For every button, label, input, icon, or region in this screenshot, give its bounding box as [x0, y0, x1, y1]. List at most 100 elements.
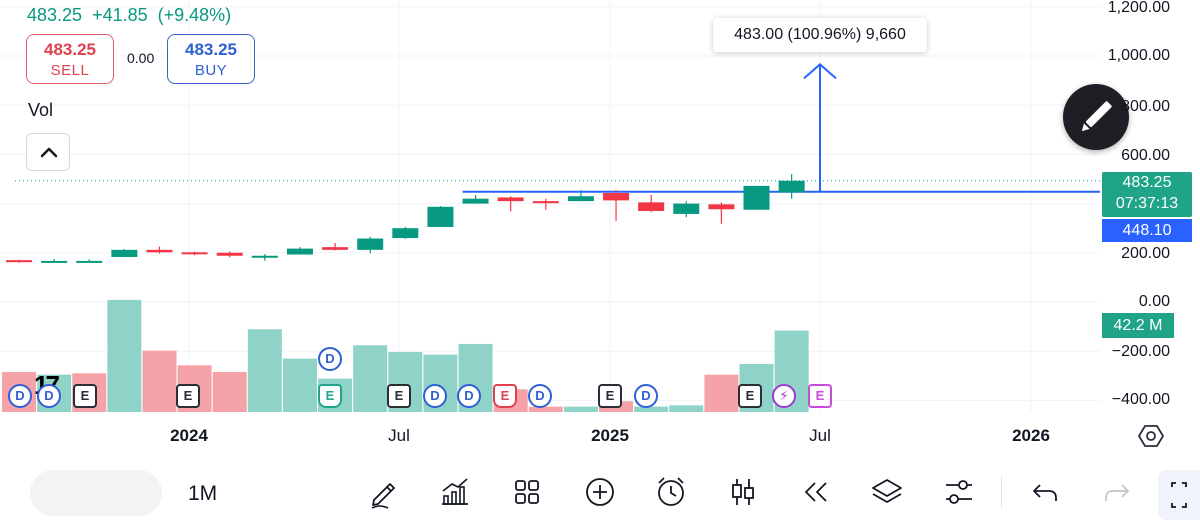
earnings-marker[interactable]: E [493, 384, 517, 408]
earnings-marker[interactable]: E [318, 384, 342, 408]
candle-body [181, 252, 208, 255]
sell-price: 483.25 [44, 40, 96, 59]
earnings-marker[interactable]: E [176, 384, 200, 408]
price-change-pct: (+9.48%) [157, 5, 232, 25]
candle-body [638, 202, 665, 211]
dividend-marker[interactable]: D [8, 384, 32, 408]
toolbar-divider [1001, 476, 1002, 508]
volume-bar [353, 345, 388, 412]
interval-selector[interactable]: 1M [188, 482, 218, 505]
settings-sliders-icon[interactable] [941, 474, 977, 510]
dividend-marker[interactable]: D [634, 384, 658, 408]
volume-bar [563, 406, 598, 412]
candle-body [603, 193, 630, 201]
chart-canvas[interactable] [0, 0, 1200, 455]
lightning-event-marker[interactable]: ⚡ [772, 384, 796, 408]
time-axis-label: Jul [388, 426, 410, 445]
volume-bar [212, 371, 247, 412]
spread-value: 0.00 [127, 50, 155, 66]
price-axis-tick: 800.00 [1121, 98, 1170, 115]
volume-axis-tick: −200.00 [1111, 343, 1170, 360]
last-price-badge-value: 483.25 [1122, 174, 1172, 191]
replay-icon[interactable] [797, 474, 833, 510]
candle-body [462, 198, 489, 204]
price-change: +41.85 [92, 5, 148, 25]
volume-badge: 42.2 M [1102, 313, 1174, 338]
symbol-search-pill[interactable] [30, 470, 162, 516]
volume-pane-label: Vol [28, 100, 54, 120]
candle-body [567, 196, 594, 202]
pencil-icon [1081, 101, 1112, 132]
edit-drawing-button[interactable] [1063, 84, 1129, 150]
bottom-toolbar: 1M [0, 462, 1200, 530]
volume-axis-tick: −400.00 [1111, 391, 1170, 408]
pencil-icon[interactable] [366, 474, 402, 510]
candle-body [532, 201, 559, 204]
collapse-legend-button[interactable] [26, 133, 70, 171]
volume-axis-tick: 0.00 [1138, 293, 1170, 310]
fullscreen-button[interactable] [1158, 470, 1200, 520]
candle-body [708, 204, 735, 210]
candle-body [497, 197, 524, 202]
time-axis-label: 2024 [170, 426, 208, 445]
candle-body [673, 203, 700, 214]
candle-body [216, 252, 243, 256]
indicators-icon[interactable] [437, 474, 473, 510]
dividend-marker[interactable]: D [423, 384, 447, 408]
earnings-marker[interactable]: E [808, 384, 832, 408]
chart-settings-icon[interactable] [1138, 424, 1164, 448]
chevron-up-icon [40, 147, 58, 158]
dividend-marker[interactable]: D [37, 384, 61, 408]
volume-bar [704, 374, 739, 412]
level-badge: 448.10 [1102, 219, 1192, 242]
candle-body [322, 247, 349, 250]
layers-icon[interactable] [869, 474, 905, 510]
volume-bar [634, 406, 669, 412]
candle-body [778, 180, 805, 193]
candle-body [111, 249, 138, 257]
time-axis-label: 2025 [591, 426, 629, 445]
price-axis-tick: 200.00 [1121, 245, 1170, 262]
buy-button[interactable]: 483.25 BUY [167, 34, 255, 84]
volume-bar [247, 329, 282, 412]
last-price: 483.25 [27, 5, 83, 25]
time-axis-label: Jul [809, 426, 831, 445]
volume-bar [669, 405, 704, 412]
add-icon[interactable] [582, 474, 618, 510]
chart-area[interactable]: 483.25 +41.85 (+9.48%) 483.25 SELL 0.00 48… [0, 0, 1200, 455]
quote-line: 483.25 +41.85 (+9.48%) [27, 5, 241, 26]
alarm-icon[interactable] [653, 474, 689, 510]
time-axis-label: 2026 [1012, 426, 1050, 445]
candle-body [286, 248, 313, 255]
candle-body [251, 255, 278, 258]
measure-tooltip: 483.00 (100.96%) 9,660 [713, 18, 927, 52]
sell-button[interactable]: 483.25 SELL [26, 34, 114, 84]
measure-arrow-head [803, 63, 837, 80]
earnings-marker[interactable]: E [73, 384, 97, 408]
fullscreen-icon [1171, 482, 1187, 508]
last-price-badge: 483.25 07:37:13 [1102, 172, 1192, 217]
candle-body [146, 249, 173, 253]
layouts-icon[interactable] [509, 474, 545, 510]
dividend-marker[interactable]: D [528, 384, 552, 408]
dividend-marker[interactable]: D [457, 384, 481, 408]
price-axis-tick: 1,000.00 [1107, 47, 1170, 64]
volume-bar [107, 299, 142, 412]
dividend-marker[interactable]: D [318, 347, 342, 371]
volume-bar [282, 358, 317, 412]
candle-body [6, 260, 32, 263]
earnings-marker[interactable]: E [598, 384, 622, 408]
redo-icon[interactable] [1099, 474, 1135, 510]
earnings-marker[interactable]: E [738, 384, 762, 408]
bar-countdown: 07:37:13 [1115, 195, 1179, 212]
candles-icon[interactable] [725, 474, 761, 510]
price-axis-tick: 600.00 [1121, 147, 1170, 164]
earnings-marker[interactable]: E [387, 384, 411, 408]
candle-body [76, 260, 103, 263]
volume-bar [528, 406, 563, 412]
candle-body [357, 238, 384, 250]
undo-icon[interactable] [1027, 474, 1063, 510]
buy-price: 483.25 [185, 40, 237, 59]
candle-body [427, 206, 454, 227]
volume-bar [142, 350, 177, 412]
